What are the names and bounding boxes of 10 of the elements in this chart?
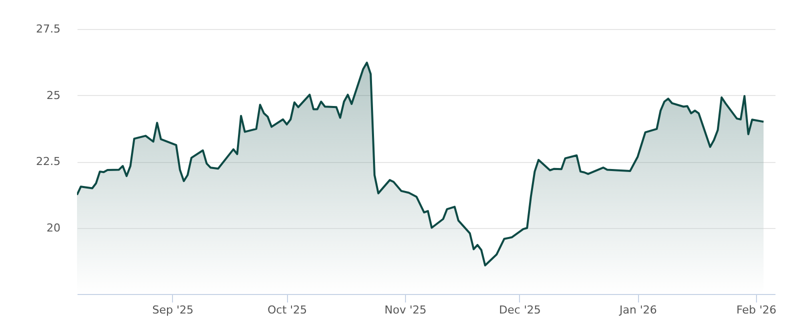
- y-tick-label: 22.5: [36, 155, 60, 168]
- y-tick-label: 25: [46, 88, 60, 102]
- x-tick-label: Dec '25: [499, 304, 541, 316]
- x-tick-label: Jan '26: [618, 304, 657, 316]
- x-tick-label: Sep '25: [152, 304, 194, 316]
- x-tick-label: Feb '26: [736, 304, 776, 316]
- x-tick-label: Nov '25: [384, 304, 427, 316]
- x-tick-label: Oct '25: [268, 304, 308, 316]
- y-tick-label: 20: [46, 221, 60, 234]
- y-tick-label: 27.5: [36, 22, 60, 36]
